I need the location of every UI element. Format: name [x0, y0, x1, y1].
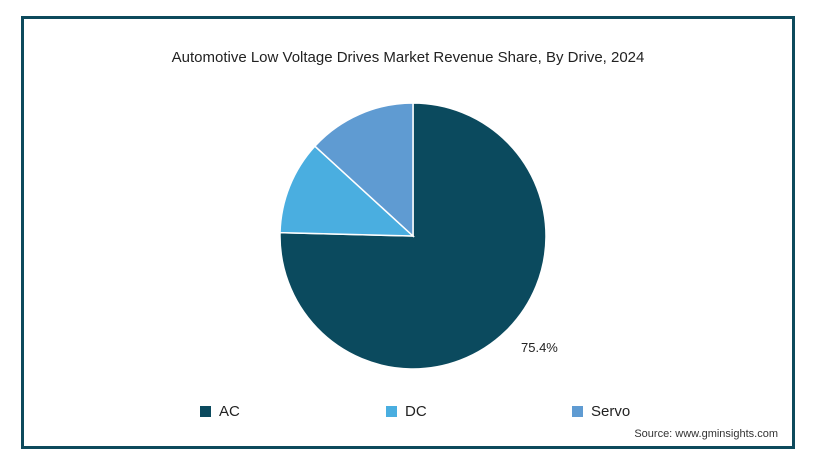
pie-slice-dc: [279, 145, 415, 237]
legend-item-ac: AC: [200, 403, 240, 420]
legend-swatch-dc: [386, 406, 397, 417]
chart-title: Automotive Low Voltage Drives Market Rev…: [171, 49, 645, 66]
legend: AC DC Servo: [24, 403, 792, 423]
pie-chart: 75.4%: [279, 102, 558, 370]
legend-item-dc: DC: [386, 403, 427, 420]
source-note: Source: www.gminsights.com: [634, 428, 778, 440]
legend-swatch-servo: [572, 406, 583, 417]
pie-slice-servo: [313, 102, 414, 238]
legend-item-servo: Servo: [572, 403, 630, 420]
chart-frame: Automotive Low Voltage Drives Market Rev…: [21, 16, 795, 449]
legend-label-ac: AC: [219, 403, 240, 420]
legend-label-dc: DC: [405, 403, 427, 420]
legend-label-servo: Servo: [591, 403, 631, 420]
data-label-ac: 75.4%: [521, 340, 558, 355]
legend-swatch-ac: [200, 406, 211, 417]
